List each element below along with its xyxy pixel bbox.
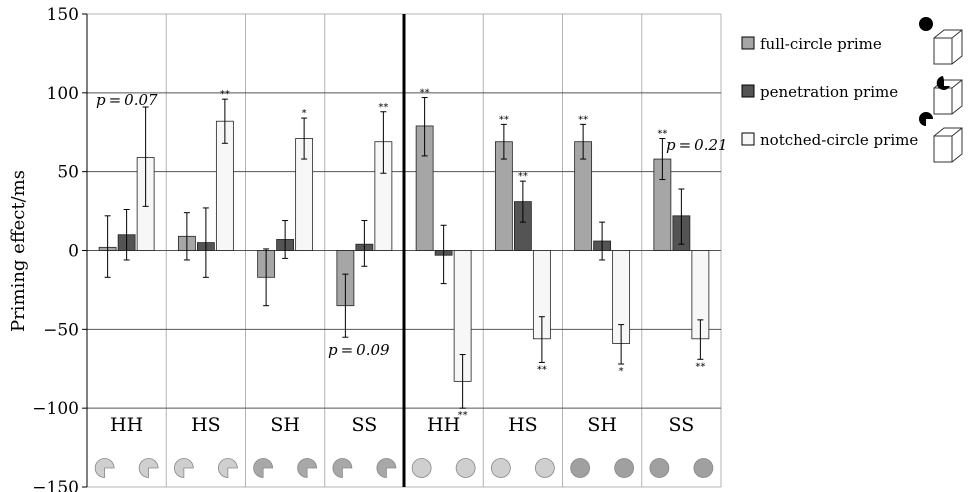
stimulus-notched-circle-icon [332, 458, 353, 478]
stimulus-circle-icon [534, 458, 555, 478]
stimulus-circle-icon [455, 458, 476, 478]
y-axis: 150 100 50 0 −50 −100 −150 [32, 5, 88, 492]
legend: full-circle prime penetration prime notche… [741, 17, 963, 163]
condition-label: HS [508, 414, 538, 436]
legend-swatch [741, 132, 755, 146]
y-tick-label: 0 [68, 242, 79, 262]
y-tick-label: −100 [32, 399, 79, 419]
significance-marker: ** [458, 410, 468, 421]
significance-marker: ** [420, 88, 430, 99]
legend-swatch [741, 36, 755, 50]
stimulus-circle-icon [490, 458, 511, 478]
condition-label: HH [110, 414, 143, 436]
p-value-annotation: p = 0.07 [96, 91, 158, 109]
stimulus-circle-icon [614, 458, 635, 478]
stimulus-circle-icon [649, 458, 670, 478]
penetration-icon [936, 76, 950, 90]
legend-swatch [741, 84, 755, 98]
significance-marker: ** [537, 364, 547, 375]
stimulus-notched-circle-icon [173, 458, 194, 478]
significance-marker: ** [695, 361, 705, 372]
y-axis-label: Priming effect/ms [8, 170, 29, 332]
significance-marker: ** [518, 171, 528, 182]
significance-marker: * [302, 108, 307, 119]
cube-icon [933, 127, 963, 163]
bars: **** *************** * ** [98, 88, 710, 421]
stimulus-notched-circle-icon [297, 458, 318, 478]
cube-icon [933, 29, 963, 65]
condition-label: SH [587, 414, 617, 436]
y-tick-label: 150 [47, 5, 79, 25]
significance-marker: ** [499, 114, 509, 125]
full-circle-icon [919, 17, 933, 31]
y-tick-label: 100 [47, 84, 79, 104]
stimulus-notched-circle-icon [253, 458, 274, 478]
significance-marker: ** [657, 129, 667, 140]
y-tick-label: −50 [43, 320, 79, 340]
p-value-annotation: p = 0.09 [328, 341, 390, 359]
legend-label: full-circle prime [760, 35, 882, 53]
p-value-annotation: p = 0.21 [666, 136, 728, 154]
y-tick-label: −150 [32, 478, 79, 492]
significance-marker: ** [220, 89, 230, 100]
stimulus-circle-icon [411, 458, 432, 478]
legend-label: penetration prime [760, 83, 898, 101]
significance-marker: * [619, 366, 624, 377]
stimulus-notched-circle-icon [217, 458, 238, 478]
p-value-annotations: p = 0.07 p = 0.09 p = 0.21 [96, 91, 728, 359]
notched-circle-icon [919, 112, 933, 126]
significance-marker: ** [378, 102, 388, 113]
stimulus-circle-icon [570, 458, 591, 478]
y-tick-label: 50 [57, 163, 79, 183]
stimulus-icons [94, 458, 714, 478]
stimulus-notched-circle-icon [376, 458, 397, 478]
condition-label: SS [352, 414, 378, 436]
significance-marker: ** [578, 114, 588, 125]
stimulus-notched-circle-icon [94, 458, 115, 478]
condition-label: HH [427, 414, 460, 436]
condition-label: SS [669, 414, 695, 436]
condition-label: HS [191, 414, 221, 436]
stimulus-notched-circle-icon [138, 458, 159, 478]
legend-label: notched-circle prime [760, 131, 918, 149]
condition-labels: HH HS SH SS HH HS SH SS [110, 414, 694, 436]
stimulus-circle-icon [693, 458, 714, 478]
condition-label: SH [270, 414, 300, 436]
